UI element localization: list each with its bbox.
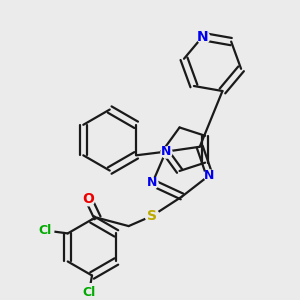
Text: N: N [147,176,158,189]
Text: S: S [147,209,158,223]
Text: O: O [82,192,94,206]
Text: Cl: Cl [82,286,96,299]
Text: N: N [161,145,171,158]
Text: N: N [197,30,208,44]
Text: Cl: Cl [38,224,52,237]
Text: N: N [204,169,215,182]
